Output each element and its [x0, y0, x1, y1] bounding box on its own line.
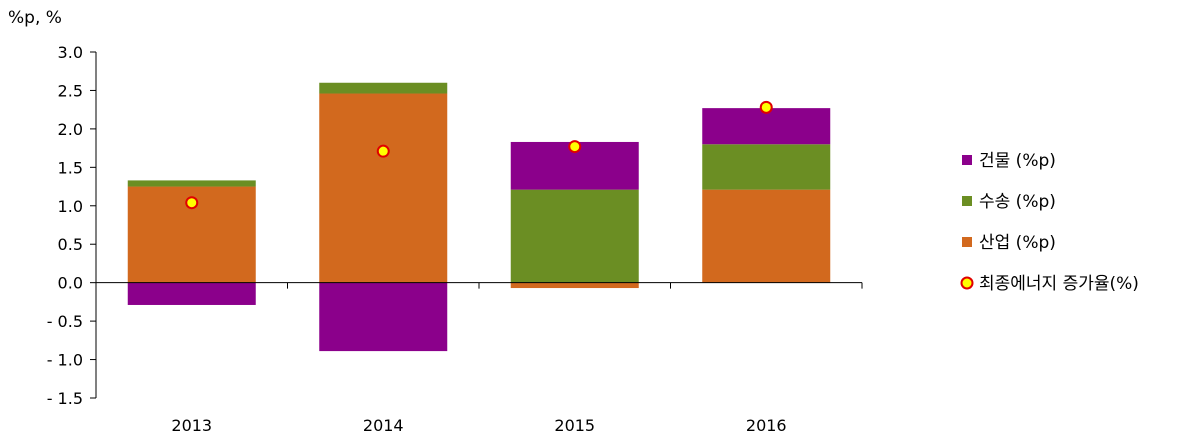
x-category-label: 2014: [363, 416, 404, 435]
marker-2015: [568, 140, 582, 154]
bar-2014-series-0: [319, 93, 448, 283]
x-category-label: 2015: [554, 416, 595, 435]
y-tick-label: 2.5: [58, 81, 83, 100]
marker-2014: [376, 144, 390, 158]
bar-2016-series-0: [702, 189, 831, 283]
y-tick-label: 1.5: [58, 158, 83, 177]
y-axis-unit-label: %p, %: [8, 8, 62, 28]
bar-2015-series-1: [510, 189, 639, 283]
x-category-label: 2016: [746, 416, 787, 435]
y-tick-label: 0.0: [58, 274, 83, 293]
marker-2013: [185, 196, 199, 210]
legend-label: 최종에너지 증가율(%): [979, 274, 1139, 294]
legend-swatch: [962, 196, 972, 206]
bar-2015-series-0: [510, 282, 639, 289]
y-tick-label: 1.0: [58, 197, 83, 216]
bar-2014-series-1: [319, 82, 448, 94]
bar-2016-series-1: [702, 144, 831, 190]
bar-2013-series-1: [127, 180, 256, 187]
legend-swatch: [962, 155, 972, 165]
legend-label: 산업 (%p): [979, 233, 1056, 253]
y-tick-label: - 1.0: [47, 351, 83, 370]
legend: 건물 (%p) 수송 (%p) 산업 (%p) 최종에너지 증가율(%): [960, 151, 1139, 294]
legend-label: 건물 (%p): [979, 151, 1056, 171]
y-tick-label: 2.0: [58, 120, 83, 139]
bar-2013-series-2: [127, 282, 256, 305]
y-tick-label: - 1.5: [47, 389, 83, 408]
y-tick-label: 3.0: [58, 43, 83, 62]
legend-swatch: [962, 237, 972, 247]
y-tick-label: - 0.5: [47, 312, 83, 331]
y-tick-label: 0.5: [58, 235, 83, 254]
bar-2014-series-2: [319, 282, 448, 352]
plot-area: [127, 82, 831, 352]
marker-2016: [759, 100, 773, 114]
bar-2016-series-2: [702, 108, 831, 145]
legend-label: 수송 (%p): [979, 192, 1056, 212]
legend-marker: [960, 276, 974, 290]
x-category-label: 2013: [171, 416, 212, 435]
axes: 3.0 2.5 2.0 1.5 1.0 0.5 0.0 - 0.5 - 1.0 - 1.5 2013…: [47, 43, 863, 435]
